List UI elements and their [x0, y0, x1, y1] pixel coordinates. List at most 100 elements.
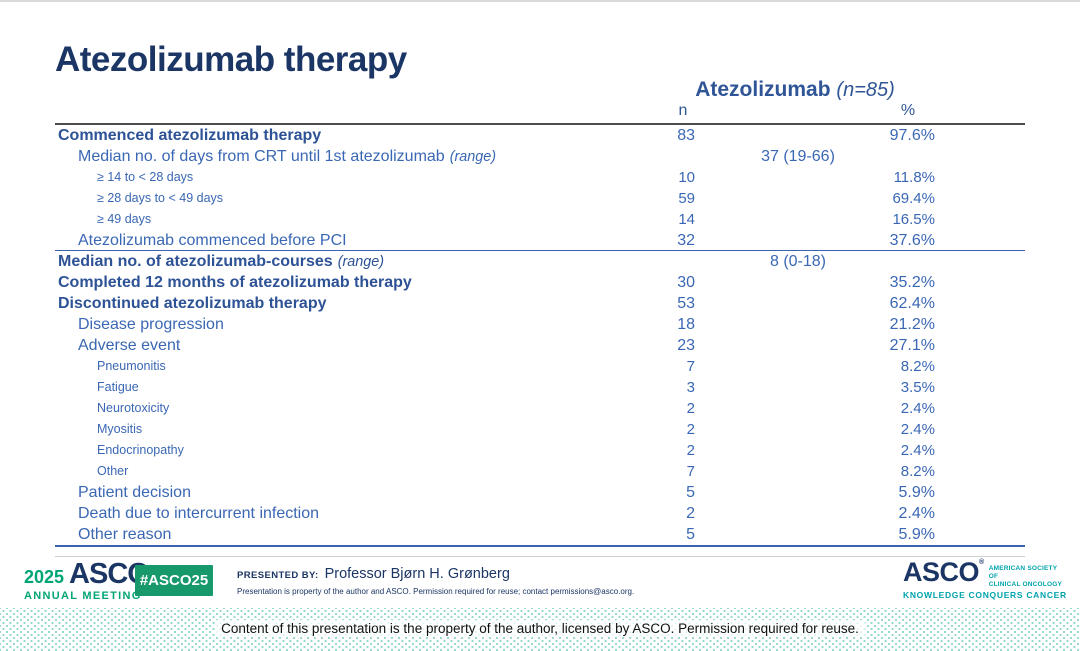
row-label: Neurotoxicity: [97, 398, 169, 419]
group-header-name: Atezolizumab: [695, 78, 831, 101]
table-rows: Commenced atezolizumab therapy 83 97.6% …: [55, 125, 1025, 545]
row-pct-value: 16.5%: [892, 211, 935, 228]
presenter-name: Professor Bjørn H. Grønberg: [324, 566, 510, 582]
row-pct-value: 37.6%: [889, 232, 935, 249]
row-label: ≥ 49 days: [97, 209, 151, 230]
row-n-value: 32: [677, 232, 695, 249]
row-n-value: 83: [677, 127, 695, 144]
row-n-value: 23: [677, 337, 695, 354]
row-median-value: 8 (0-18): [769, 253, 827, 270]
table-row: Atezolizumab commenced before PCI 32 37.…: [55, 230, 1025, 251]
presented-by-label: PRESENTED BY:: [237, 570, 319, 581]
row-label: Adverse event: [78, 335, 180, 356]
table-row: Median no. of atezolizumab-courses (range…: [55, 251, 1025, 272]
row-label-text: ≥ 14 to < 28 days: [97, 170, 194, 184]
row-label-text: ≥ 49 days: [97, 212, 152, 226]
row-n-value: 7: [686, 463, 695, 480]
row-label: Pneumonitis: [97, 356, 166, 377]
row-label-text: Fatigue: [97, 380, 139, 394]
column-header-n: n: [678, 102, 688, 119]
table-row: Commenced atezolizumab therapy 83 97.6%: [55, 125, 1025, 146]
footer-divider: [55, 556, 1025, 557]
row-n-value: 7: [686, 358, 695, 375]
row-label: Commenced atezolizumab therapy: [58, 125, 321, 146]
row-n-value: 2: [686, 400, 695, 417]
row-label-suffix: (range): [337, 254, 385, 270]
row-pct-value: 62.4%: [889, 295, 935, 312]
row-label-text: Disease progression: [78, 316, 224, 333]
bottom-dotted-band: Content of this presentation is the prop…: [0, 608, 1080, 651]
row-n-value: 59: [678, 190, 695, 207]
row-label-suffix: (range): [449, 149, 497, 165]
row-pct-value: 5.9%: [898, 526, 935, 543]
table-row: Other reason 5 5.9%: [55, 524, 1025, 545]
presented-by-block: PRESENTED BY: Professor Bjørn H. Grønber…: [237, 566, 677, 596]
row-pct-value: 2.4%: [900, 421, 935, 438]
row-label-text: Patient decision: [78, 484, 191, 501]
row-label: Disease progression: [78, 314, 224, 335]
table-row: Death due to intercurrent infection 2 2.…: [55, 503, 1025, 524]
registered-mark-icon: ®: [979, 559, 984, 566]
row-label-text: Commenced atezolizumab therapy: [58, 127, 322, 144]
asco-annual-meeting-logo: 2025 ASCO ANNUAL MEETING: [24, 560, 150, 603]
row-label: Other reason: [78, 524, 171, 545]
row-label-text: ≥ 28 days to < 49 days: [97, 191, 224, 205]
table-row: ≥ 49 days 14 16.5%: [55, 209, 1025, 230]
row-n-value: 2: [686, 505, 695, 522]
row-n-value: 5: [686, 484, 695, 501]
row-median-value: 37 (19-66): [761, 148, 835, 165]
slide-title: Atezolizumab therapy: [55, 40, 407, 79]
row-label: Fatigue: [97, 377, 139, 398]
table-row: Fatigue 3 3.5%: [55, 377, 1025, 398]
row-label-text: Completed 12 months of atezolizumab ther…: [58, 274, 412, 291]
table-row: Completed 12 months of atezolizumab ther…: [55, 272, 1025, 293]
row-label: Myositis: [97, 419, 142, 440]
row-n-value: 5: [686, 526, 695, 543]
row-pct-value: 21.2%: [889, 316, 935, 333]
row-n-value: 2: [686, 442, 695, 459]
asco-tagline: KNOWLEDGE CONQUERS CANCER: [903, 590, 1067, 601]
asco-society-text: AMERICAN SOCIETY OF CLINICAL ONCOLOGY: [988, 565, 1063, 588]
table-header-rule: [55, 123, 1025, 125]
row-label: ≥ 14 to < 28 days: [97, 167, 193, 188]
row-label: Death due to intercurrent infection: [78, 503, 319, 524]
row-pct-value: 11.8%: [893, 169, 935, 186]
row-label-text: Death due to intercurrent infection: [78, 505, 320, 522]
row-pct-value: 2.4%: [900, 400, 935, 417]
row-pct-value: 8.2%: [900, 463, 935, 480]
row-label: Median no. of days from CRT until 1st at…: [78, 146, 496, 168]
row-label: ≥ 28 days to < 49 days: [97, 188, 223, 209]
row-pct-value: 69.4%: [892, 190, 935, 207]
row-label: Endocrinopathy: [97, 440, 184, 461]
row-n-value: 30: [677, 274, 695, 291]
table-row: ≥ 28 days to < 49 days 59 69.4%: [55, 188, 1025, 209]
table-row: Patient decision 5 5.9%: [55, 482, 1025, 503]
row-pct-value: 2.4%: [900, 442, 935, 459]
row-pct-value: 97.6%: [889, 127, 935, 144]
window-top-edge: [0, 0, 1080, 2]
table-row: Median no. of days from CRT until 1st at…: [55, 146, 1025, 167]
row-label-text: Myositis: [97, 422, 143, 436]
row-label-text: Pneumonitis: [97, 359, 166, 373]
row-label: Completed 12 months of atezolizumab ther…: [58, 272, 412, 293]
row-label-text: Other: [97, 464, 129, 478]
asco-logo: ASCO® AMERICAN SOCIETY OF CLINICAL ONCOL…: [903, 559, 1068, 601]
meeting-year: 2025: [24, 567, 65, 587]
row-n-value: 3: [686, 379, 695, 396]
row-pct-value: 27.1%: [889, 337, 935, 354]
row-label-text: Discontinued atezolizumab therapy: [58, 295, 327, 312]
row-label-text: Adverse event: [78, 337, 181, 354]
column-header-pct: %: [900, 102, 916, 119]
table-row: Disease progression 18 21.2%: [55, 314, 1025, 335]
table-row: Myositis 2 2.4%: [55, 419, 1025, 440]
table-bottom-rule: [55, 545, 1025, 547]
table-row: Discontinued atezolizumab therapy 53 62.…: [55, 293, 1025, 314]
meeting-logo-subtitle: ANNUAL MEETING: [24, 590, 142, 602]
table-row: Neurotoxicity 2 2.4%: [55, 398, 1025, 419]
row-n-value: 53: [677, 295, 695, 312]
row-pct-value: 5.9%: [898, 484, 935, 501]
table-row: Adverse event 23 27.1%: [55, 335, 1025, 356]
group-header-n: (n=85): [836, 79, 895, 101]
row-label-text: Neurotoxicity: [97, 401, 170, 415]
row-n-value: 18: [677, 316, 695, 333]
